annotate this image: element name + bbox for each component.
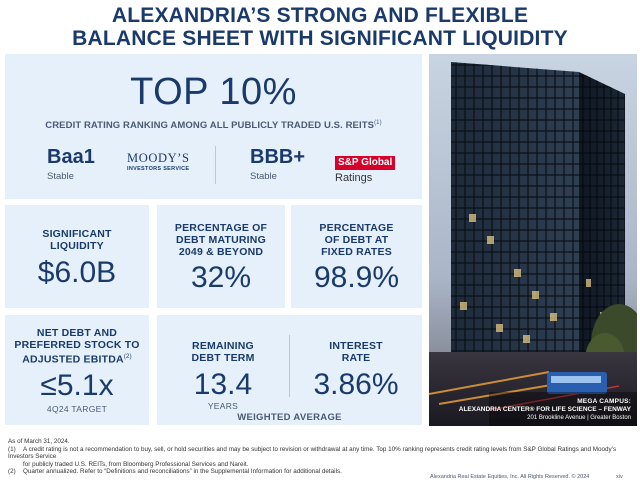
net-debt-label: NET DEBT AND PREFERRED STOCK TO ADJUSTED… [5, 327, 149, 366]
footnote-1: (1) A credit rating is not a recommendati… [8, 446, 634, 461]
building-photo: MEGA CAMPUS: ALEXANDRIA CENTER® FOR LIFE… [429, 54, 637, 426]
footnote-2: (2) Quarter annualized. Refer to “Definit… [8, 468, 634, 476]
moodys-grade: Baa1 [47, 146, 95, 168]
top-percent-headline: TOP 10% [130, 71, 297, 113]
credit-rating-subtitle: CREDIT RATING RANKING AMONG ALL PUBLICLY… [5, 120, 422, 131]
debt-maturing-value: 32% [190, 261, 252, 294]
liquidity-value: $6.0B [37, 256, 117, 289]
photo-caption-title: MEGA CAMPUS: [577, 398, 631, 405]
building-illustration [429, 54, 637, 426]
fixed-rate-label-line-2: OF DEBT AT [324, 234, 389, 246]
sp-grade: BBB+ [250, 146, 306, 168]
sp-logo-sub: Ratings [335, 172, 373, 184]
liquidity-panel: SIGNIFICANT LIQUIDITY $6.0B [5, 205, 149, 308]
net-debt-value: ≤5.1x [40, 369, 114, 402]
moodys-logo: MOODY’S INVESTORS SERVICE [127, 151, 190, 173]
remaining-term-label-line-1: REMAINING [192, 340, 254, 352]
rating-divider [215, 146, 216, 184]
as-of-date: As of March 31, 2024. [8, 438, 70, 445]
subtitle-text: CREDIT RATING RANKING AMONG ALL PUBLICLY… [45, 120, 375, 132]
interest-rate-label-line-1: INTEREST [329, 340, 383, 352]
debt-maturing-label-line-3: 2049 & BEYOND [178, 246, 264, 258]
photo-caption-name: ALEXANDRIA CENTER® FOR LIFE SCIENCE – FE… [458, 406, 631, 413]
footnote-1-number: (1) [8, 445, 16, 453]
moodys-rating: Baa1 Stable [47, 146, 95, 182]
weighted-average-panel: REMAINING DEBT TERM 13.4 YEARS INTEREST … [157, 315, 422, 425]
credit-rating-panel: TOP 10% CREDIT RATING RANKING AMONG ALL … [5, 54, 422, 199]
footnote-1-text: A credit rating is not a recommendation … [8, 445, 617, 461]
liquidity-label-line-2: LIQUIDITY [50, 240, 104, 252]
footnotes: As of March 31, 2024. (1) A credit rating… [8, 438, 634, 476]
interest-rate-block: INTEREST RATE 3.86% [290, 315, 422, 425]
liquidity-label: SIGNIFICANT LIQUIDITY [5, 228, 149, 252]
debt-maturing-label-line-1: PERCENTAGE OF [174, 222, 268, 234]
weighted-average-divider [289, 335, 290, 397]
moodys-logo-sub: INVESTORS SERVICE [127, 166, 190, 172]
debt-maturing-label-line-2: DEBT MATURING [176, 234, 266, 246]
moodys-logo-name: MOODY’S [127, 151, 190, 165]
photo-caption-address: 201 Brookline Avenue | Greater Boston [527, 415, 631, 421]
interest-rate-label-line-2: RATE [341, 352, 371, 364]
net-debt-panel: NET DEBT AND PREFERRED STOCK TO ADJUSTED… [5, 315, 149, 425]
footnote-2-text: Quarter annualized. Refer to “Definition… [23, 468, 342, 475]
page-number: xiv [616, 474, 623, 480]
debt-maturing-label: PERCENTAGE OF DEBT MATURING 2049 & BEYON… [157, 222, 285, 258]
moodys-outlook: Stable [47, 171, 74, 182]
sp-rating: BBB+ Stable [250, 146, 305, 182]
title-line-1: ALEXANDRIA’S STRONG AND FLEXIBLE [111, 4, 529, 27]
weighted-average-label: WEIGHTED AVERAGE [237, 412, 342, 423]
remaining-term-value: 13.4 [193, 368, 253, 401]
net-debt-label-line-2: PREFERRED STOCK TO [14, 339, 140, 351]
sp-logo-name: S&P Global [335, 156, 396, 170]
page-title: ALEXANDRIA’S STRONG AND FLEXIBLE BALANCE… [0, 4, 640, 50]
subtitle-footnote-ref: (1) [374, 120, 382, 126]
net-debt-footnote-ref: (2) [123, 354, 132, 360]
remaining-term-label: REMAINING DEBT TERM [157, 340, 289, 364]
debt-maturing-panel: PERCENTAGE OF DEBT MATURING 2049 & BEYON… [157, 205, 285, 308]
net-debt-label-line-1: NET DEBT AND [36, 327, 118, 339]
remaining-term-unit: YEARS [207, 401, 239, 411]
net-debt-label-line-3: ADJUSTED EBITDA(2) [5, 351, 149, 366]
fixed-rate-label-line-3: FIXED RATES [321, 246, 392, 258]
fixed-rate-value: 98.9% [313, 261, 400, 294]
fixed-rate-label: PERCENTAGE OF DEBT AT FIXED RATES [291, 222, 422, 258]
interest-rate-value: 3.86% [313, 368, 399, 401]
sp-global-logo: S&P Global Ratings [335, 152, 396, 184]
sp-outlook: Stable [250, 171, 277, 182]
footnote-1-cont: for publicly traded U.S. REITs, from Blo… [23, 460, 249, 468]
footnote-2-number: (2) [8, 468, 16, 475]
liquidity-label-line-1: SIGNIFICANT [42, 228, 112, 240]
net-debt-target: 4Q24 TARGET [46, 404, 108, 414]
title-line-2: BALANCE SHEET WITH SIGNIFICANT LIQUIDITY [72, 27, 568, 50]
net-debt-label-text: ADJUSTED EBITDA [22, 353, 124, 366]
fixed-rate-label-line-1: PERCENTAGE [319, 222, 394, 234]
copyright-notice: Alexandria Real Estate Equities, Inc. Al… [430, 474, 590, 480]
fixed-rate-panel: PERCENTAGE OF DEBT AT FIXED RATES 98.9% [291, 205, 422, 308]
interest-rate-label: INTEREST RATE [290, 340, 422, 364]
remaining-term-label-line-2: DEBT TERM [191, 352, 255, 364]
remaining-term-block: REMAINING DEBT TERM 13.4 YEARS [157, 315, 289, 425]
